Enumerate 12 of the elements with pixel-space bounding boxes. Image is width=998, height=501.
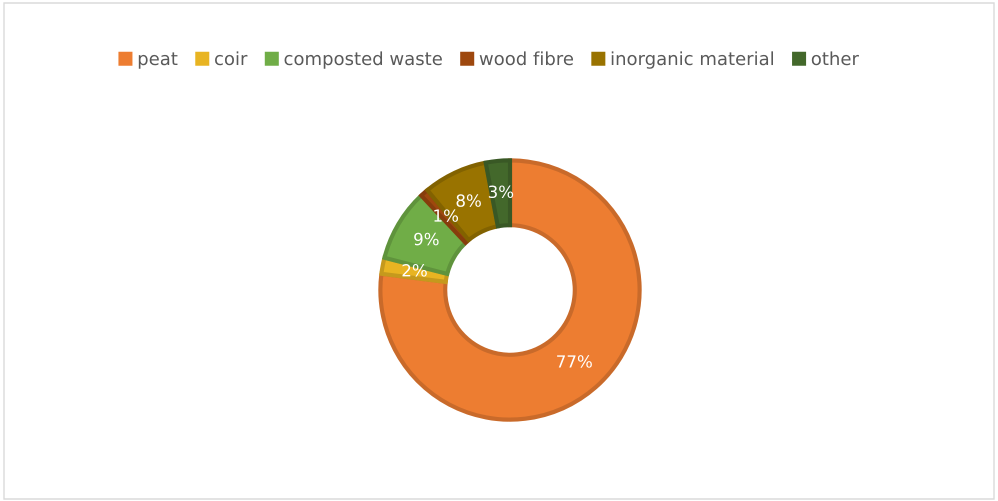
- legend-label: peat: [138, 52, 178, 69]
- legend-label: coir: [215, 51, 248, 66]
- data-label: 2%: [402, 264, 427, 277]
- legend-label: inorganic material: [612, 51, 774, 69]
- data-label: 77%: [557, 355, 592, 368]
- legend-label: other: [812, 51, 859, 66]
- data-label: 9%: [414, 232, 439, 246]
- data-label: 8%: [456, 194, 481, 207]
- legend-label: composted waste: [284, 51, 442, 69]
- data-label: 1%: [434, 209, 458, 222]
- donut-slice: [378, 158, 642, 422]
- legend-label: wood fibre: [480, 51, 573, 66]
